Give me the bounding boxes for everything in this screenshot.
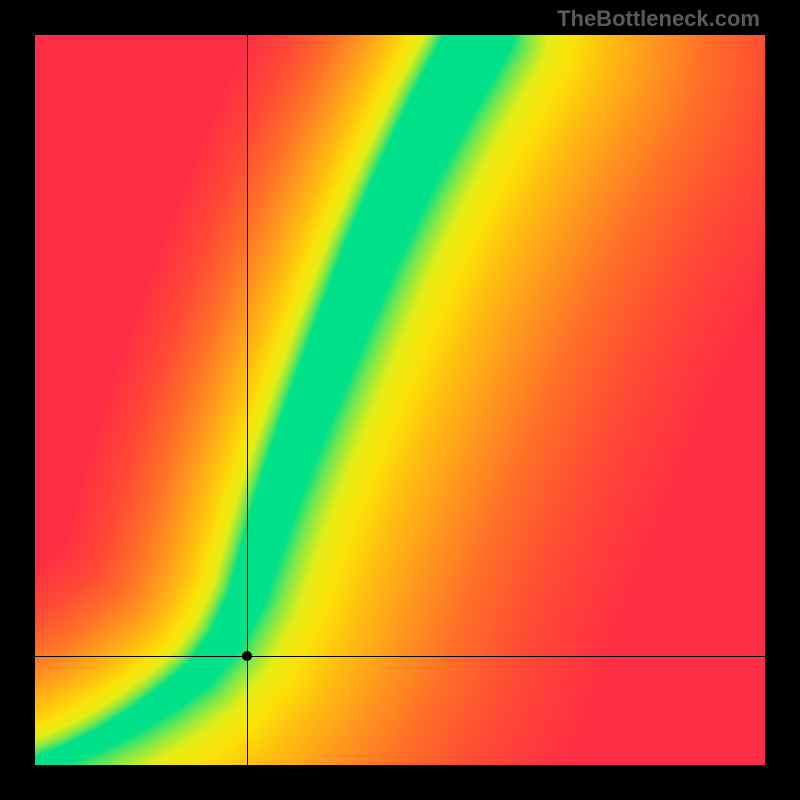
plot-area [35, 35, 765, 765]
marker-dot [242, 651, 252, 661]
watermark-text: TheBottleneck.com [557, 6, 760, 32]
crosshair-horizontal [35, 656, 765, 657]
chart-container: TheBottleneck.com [0, 0, 800, 800]
